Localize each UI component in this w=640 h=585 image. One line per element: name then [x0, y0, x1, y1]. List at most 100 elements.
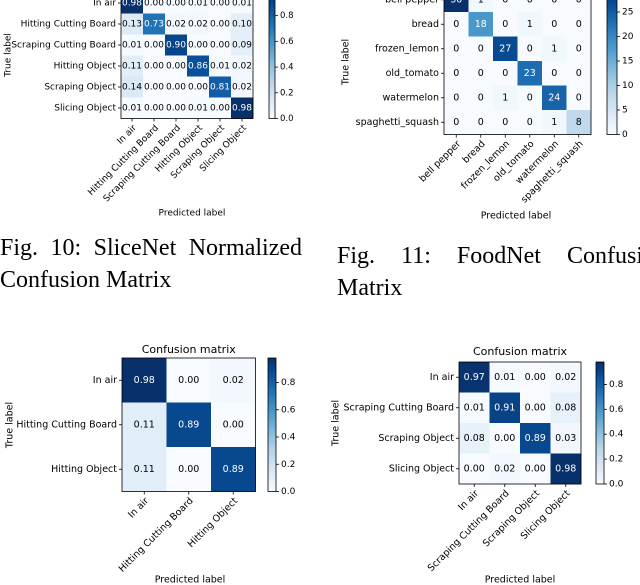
heatmap-cell	[517, 85, 543, 111]
heatmap-cell	[165, 0, 188, 14]
cell-label: 0	[576, 92, 582, 103]
x-tick-label: In air	[126, 496, 151, 521]
cell-label: 0.90	[166, 41, 186, 51]
heatmap-cell	[121, 0, 144, 14]
y-tick-label: frozen_lemon	[375, 43, 439, 54]
heatmap-cell	[566, 0, 592, 13]
x-tick-label: In air	[456, 488, 481, 513]
cell-label: 0	[453, 19, 459, 30]
y-tick-label: In air	[430, 372, 454, 383]
x-axis-label: Predicted label	[155, 575, 226, 585]
cell-label: 0.00	[144, 83, 164, 93]
heatmap-cell	[489, 453, 521, 485]
colorbar	[606, 0, 618, 135]
y-axis-label: True label	[4, 33, 14, 78]
cell-label: 0.00	[166, 62, 186, 72]
cell-label: 0	[478, 43, 484, 54]
cell-label: 0.00	[166, 0, 186, 9]
heatmap-cell	[566, 12, 592, 37]
cell-label: 0	[527, 0, 533, 5]
cell-label: 0	[576, 68, 582, 79]
heatmap-cell	[550, 362, 582, 393]
colorbar-tick-label: 0.0	[281, 487, 296, 497]
cell-label: 0	[502, 19, 508, 30]
cell-label: 0.98	[122, 0, 142, 9]
cell-label: 0.01	[188, 0, 208, 9]
y-tick-label: Slicing Object	[389, 463, 454, 474]
heatmap-cell	[187, 13, 210, 35]
cell-label: 30	[450, 0, 462, 5]
heatmap-cell	[566, 36, 592, 62]
heatmap-cell	[468, 0, 494, 13]
chart-title: Confusion matrix	[142, 343, 237, 356]
heatmap-cell	[143, 55, 166, 77]
heatmap-cell	[211, 402, 256, 448]
colorbar-tick-label: 0.2	[280, 88, 294, 98]
cell-label: 0.03	[555, 433, 576, 444]
heatmap-cell	[550, 453, 582, 485]
cell-label: 0.00	[144, 0, 164, 9]
matrix-frame	[443, 0, 592, 135]
cell-label: 0.01	[122, 104, 142, 114]
y-axis-label: True label	[331, 400, 342, 447]
heatmap-cell	[231, 0, 254, 14]
y-tick-label: Scraping Cutting Board	[11, 41, 116, 51]
cell-label: 0	[576, 0, 582, 5]
cell-label: 0	[576, 43, 582, 54]
cell-label: 0	[478, 68, 484, 79]
heatmap-cell	[517, 61, 543, 86]
heatmap-cell	[165, 13, 188, 35]
heatmap-cell	[493, 110, 518, 135]
colorbar	[595, 361, 605, 485]
colorbar-tick-label: 0.2	[281, 460, 295, 470]
heatmap-cell	[444, 61, 469, 86]
cell-label: 0	[453, 117, 459, 128]
heatmap-cell	[187, 34, 210, 56]
y-tick-label: Hitting Cutting Board	[21, 20, 116, 30]
y-tick-label: Hitting Object	[54, 62, 117, 72]
heatmap-cell	[444, 36, 469, 62]
heatmap-cell	[122, 447, 167, 492]
cell-label: 0.02	[166, 20, 186, 30]
heatmap-cell	[444, 0, 469, 13]
cell-label: 0.73	[144, 20, 164, 30]
heatmap-cell	[566, 110, 592, 135]
heatmap-cell	[542, 0, 567, 13]
cell-label: 0.89	[223, 464, 244, 475]
cell-label: 0	[502, 0, 508, 5]
cell-label: 0.00	[223, 419, 244, 430]
y-axis-label: True label	[5, 402, 16, 449]
cell-label: 23	[524, 68, 536, 79]
matrix-frame	[458, 361, 582, 485]
cell-label: 0.00	[210, 104, 230, 114]
heatmap-cell	[187, 0, 210, 14]
cell-label: 1	[502, 92, 508, 103]
heatmap-cell	[444, 110, 469, 135]
y-tick-label: watermelon	[383, 92, 439, 103]
heatmap-cell	[122, 402, 167, 448]
cell-label: 0	[478, 92, 484, 103]
cell-label: 0	[551, 0, 557, 5]
heatmap-cell	[493, 85, 518, 111]
colorbar	[268, 0, 276, 119]
heatmap-cell	[166, 358, 212, 403]
cell-label: 1	[551, 117, 557, 128]
heatmap-cell	[468, 61, 494, 86]
heatmap-cell	[566, 85, 592, 111]
colorbar-tick-label: 0.8	[281, 378, 296, 388]
cell-label: 1	[527, 19, 533, 30]
cell-label: 0.14	[122, 83, 142, 93]
cell-label: 0.11	[122, 62, 142, 72]
cell-label: 18	[475, 19, 487, 30]
caption: Fig. 11: FoodNet Confusion Matrix	[337, 243, 640, 301]
y-tick-label: Scraping Object	[378, 433, 454, 444]
heatmap-cell	[550, 423, 582, 454]
cell-label: 0	[527, 117, 533, 128]
heatmap-cell	[517, 110, 543, 135]
cell-label: 0.11	[134, 419, 155, 430]
cell-label: 0	[453, 43, 459, 54]
cell-label: 0.00	[188, 83, 208, 93]
cell-label: 0	[453, 92, 459, 103]
y-axis-label: True label	[341, 39, 352, 86]
heatmap-cell	[122, 358, 167, 403]
